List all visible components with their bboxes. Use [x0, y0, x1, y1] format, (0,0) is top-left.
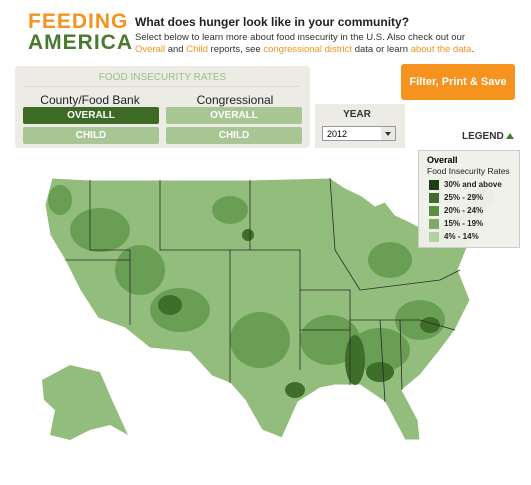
legend-subtitle: Food Insecurity Rates	[427, 166, 510, 176]
action-button[interactable]: Filter, Print & Save	[401, 64, 515, 100]
year-label: YEAR	[343, 109, 371, 120]
year-value: 2012	[327, 129, 348, 139]
button[interactable]: OVERALL	[166, 107, 302, 124]
link[interactable]: congressional district	[263, 44, 353, 55]
intro-text: reports, see	[207, 44, 264, 55]
intro-text: and	[165, 44, 187, 55]
group-label: County/Food Bank	[40, 93, 140, 107]
legend-label: 4% - 14%	[444, 232, 479, 242]
legend-item: 4% - 14%	[429, 232, 479, 242]
panel-title: FOOD INSECURITY RATES	[98, 72, 227, 83]
button[interactable]: OVERALL	[23, 107, 159, 124]
intro-text: Select below to learn more about food in…	[135, 32, 466, 43]
legend-label: 20% - 24%	[444, 206, 484, 216]
legend-title: Overall	[427, 155, 458, 165]
year-box: YEAR 2012	[315, 104, 405, 148]
legend-toggle-label: LEGEND	[462, 131, 504, 142]
intro: Select below to learn more about food in…	[135, 32, 485, 56]
legend-item: 15% - 19%	[429, 219, 483, 229]
legend-label: 15% - 19%	[444, 219, 484, 229]
legend-swatch	[429, 180, 439, 190]
intro-text: .	[471, 44, 475, 55]
legend: Overall Food Insecurity Rates 30% and ab…	[418, 150, 520, 248]
legend-swatch	[429, 219, 439, 229]
divider	[25, 86, 300, 87]
link[interactable]: Child	[186, 44, 208, 55]
legend-swatch	[429, 193, 439, 203]
rates-panel: FOOD INSECURITY RATES County/Food Bank C…	[15, 66, 310, 148]
intro-text: data or learn	[352, 44, 411, 55]
year-select[interactable]: 2012	[322, 126, 396, 141]
header-title: What does hunger look like in your commu…	[135, 15, 410, 29]
legend-toggle[interactable]: LEGEND	[462, 131, 515, 142]
legend-label: 30% and above	[444, 180, 502, 190]
button[interactable]: CHILD	[23, 127, 159, 144]
logo-bottom: AMERICA	[28, 31, 133, 54]
group-label: Congressional	[196, 93, 274, 107]
logo-top: FEEDING	[28, 10, 129, 33]
legend-item: 20% - 24%	[429, 206, 483, 216]
state-borders	[65, 177, 461, 403]
toggle-arrow	[506, 133, 515, 139]
legend-label: 25% - 29%	[444, 193, 484, 203]
legend-swatch	[429, 206, 439, 216]
link[interactable]: Overall	[135, 44, 166, 55]
link[interactable]: about the data	[410, 44, 472, 55]
legend-item: 25% - 29%	[429, 193, 483, 203]
button[interactable]: CHILD	[166, 127, 302, 144]
select-arrow	[381, 127, 395, 140]
legend-item: 30% and above	[429, 180, 502, 190]
legend-swatch	[429, 232, 439, 242]
alaska	[42, 365, 128, 440]
